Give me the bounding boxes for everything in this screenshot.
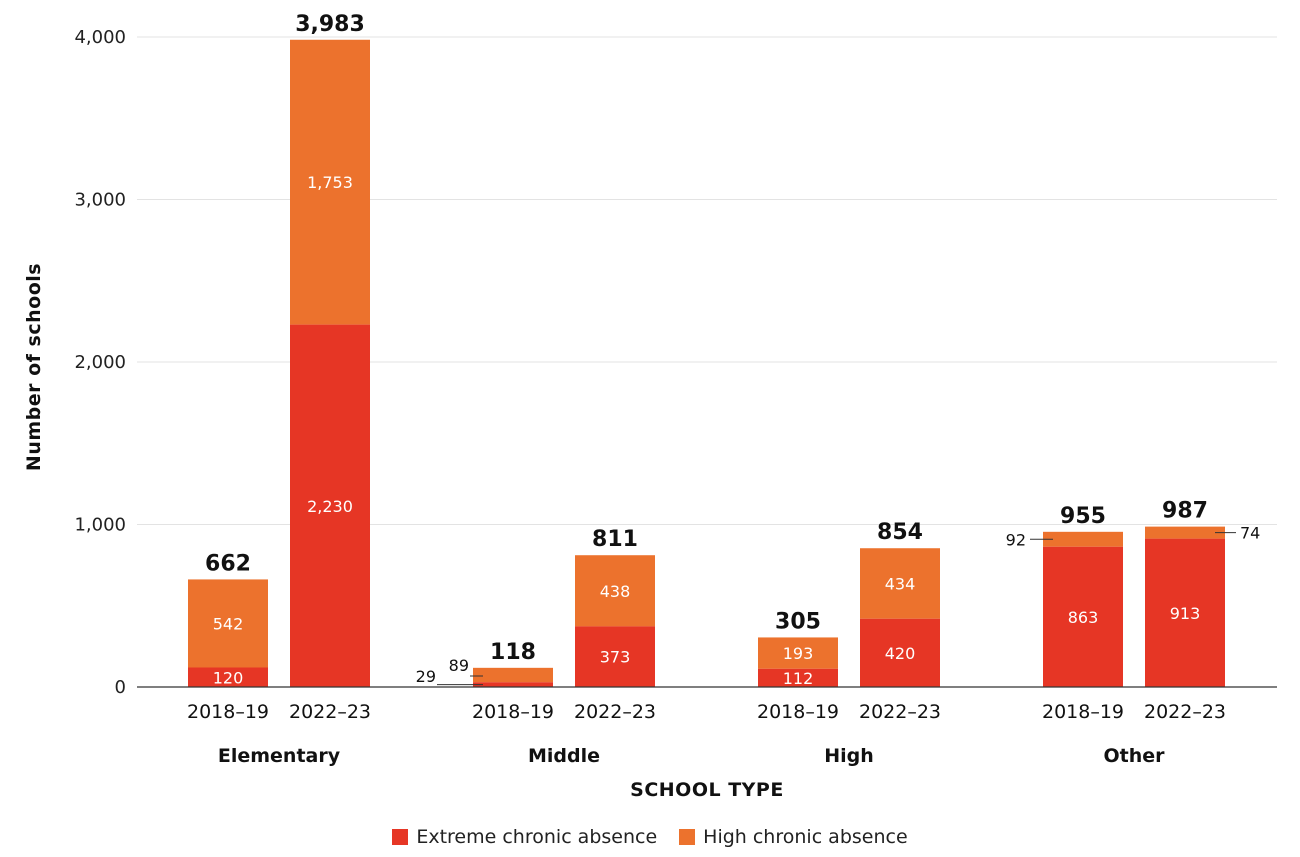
extreme-value-label: 420	[885, 644, 916, 663]
x-tick-label: 2022–23	[289, 701, 371, 723]
extreme-value-label: 29	[416, 667, 436, 686]
high-value-label: 92	[1006, 530, 1026, 549]
bar-total-label: 987	[1162, 499, 1208, 524]
legend-swatch-high	[679, 829, 696, 845]
bar-total-label: 955	[1060, 504, 1106, 529]
y-tick-label: 3,000	[74, 190, 126, 211]
x-axis-title: SCHOOL TYPE	[630, 779, 784, 801]
bar-segment-high	[860, 548, 940, 619]
extreme-value-label: 2,230	[307, 497, 353, 516]
x-tick-label: 2022–23	[574, 701, 656, 723]
extreme-value-label: 112	[783, 669, 814, 688]
high-value-label: 74	[1240, 524, 1260, 543]
bar-total-label: 118	[490, 640, 536, 665]
x-tick-label: 2018–19	[757, 701, 839, 723]
high-value-label: 89	[449, 656, 469, 675]
y-tick-label: 0	[115, 677, 126, 698]
bar-total-label: 811	[592, 527, 638, 552]
bar-total-label: 854	[877, 520, 923, 545]
bar-segment-extreme	[290, 324, 370, 687]
x-tick-label: 2022–23	[1144, 701, 1226, 723]
high-value-label: 193	[783, 644, 814, 663]
y-axis-title: Number of schools	[23, 263, 45, 471]
bar-segment-extreme	[860, 618, 940, 687]
bar-segment-high	[1145, 526, 1225, 539]
group-label: Middle	[528, 745, 600, 767]
bar-segment-high	[758, 637, 838, 669]
extreme-value-label: 863	[1068, 608, 1099, 627]
bar-segment-high	[1043, 531, 1123, 547]
x-tick-label: 2018–19	[472, 701, 554, 723]
bar-segment-extreme	[473, 682, 553, 687]
high-value-label: 438	[600, 582, 631, 601]
group-label: Other	[1103, 745, 1165, 767]
y-tick-label: 2,000	[74, 352, 126, 373]
legend: Extreme chronic absence High chronic abs…	[0, 826, 1300, 848]
y-tick-label: 4,000	[74, 27, 126, 48]
legend-label-extreme: Extreme chronic absence	[416, 826, 658, 848]
bar-segment-extreme	[1145, 538, 1225, 687]
legend-item-high: High chronic absence	[679, 826, 908, 848]
bar-segment-extreme	[575, 626, 655, 687]
group-label: High	[824, 745, 874, 767]
x-tick-label: 2018–19	[187, 701, 269, 723]
bar-total-label: 662	[205, 551, 251, 576]
high-value-label: 1,753	[307, 173, 353, 192]
y-tick-label: 1,000	[74, 515, 126, 536]
bar-total-label: 305	[775, 609, 821, 634]
bar-segment-extreme	[758, 668, 838, 687]
extreme-value-label: 120	[213, 668, 244, 687]
bar-segment-high	[188, 579, 268, 668]
high-value-label: 542	[213, 614, 244, 633]
extreme-value-label: 373	[600, 648, 631, 667]
bar-segment-high	[290, 39, 370, 325]
bar-segment-extreme	[188, 667, 268, 687]
high-value-label: 434	[885, 574, 916, 593]
extreme-value-label: 913	[1170, 604, 1201, 623]
x-tick-label: 2022–23	[859, 701, 941, 723]
group-label: Elementary	[218, 745, 341, 767]
legend-swatch-extreme	[392, 829, 409, 845]
x-tick-label: 2018–19	[1042, 701, 1124, 723]
bar-segment-high	[575, 555, 655, 627]
bar-segment-high	[473, 667, 553, 683]
bar-segment-extreme	[1043, 546, 1123, 687]
legend-label-high: High chronic absence	[703, 826, 908, 848]
legend-item-extreme: Extreme chronic absence	[392, 826, 657, 848]
bar-total-label: 3,983	[295, 12, 365, 37]
